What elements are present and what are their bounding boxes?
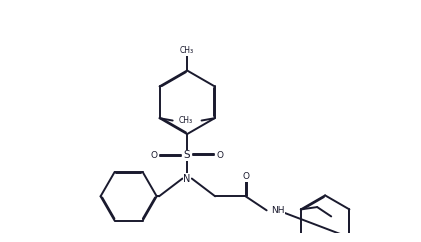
Text: O: O (151, 151, 158, 160)
Text: CH₃: CH₃ (179, 116, 193, 125)
Text: O: O (216, 151, 224, 160)
Text: O: O (242, 172, 249, 181)
Text: NH: NH (271, 206, 285, 215)
Text: CH₃: CH₃ (181, 116, 195, 125)
Text: CH₃: CH₃ (180, 46, 194, 55)
Text: S: S (184, 150, 190, 160)
Text: N: N (184, 174, 191, 183)
